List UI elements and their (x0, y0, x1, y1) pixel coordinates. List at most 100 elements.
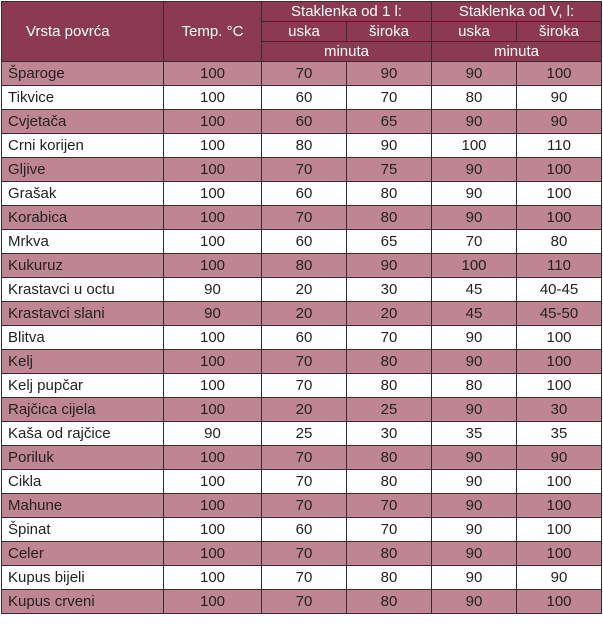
cell-jar1-narrow: 60 (261, 517, 347, 542)
table-row: Krastavci u octu 90 20 30 45 40-45 (1, 277, 603, 302)
cell-temperature: 100 (163, 517, 262, 542)
cell-jar1-narrow: 80 (261, 133, 347, 158)
cell-jar2-narrow: 90 (431, 181, 517, 206)
table-row: Rajčica cijela 100 20 25 90 30 (1, 397, 603, 422)
cell-jar2-wide: 90 (515, 85, 603, 110)
cell-temperature: 100 (163, 373, 262, 398)
table-row: Šparoge 100 70 90 90 100 (1, 61, 603, 86)
cell-jar2-narrow: 90 (431, 205, 517, 230)
cell-vegetable: Kelj (1, 349, 164, 374)
cell-temperature: 100 (163, 541, 262, 566)
cell-vegetable: Šparoge (1, 61, 164, 86)
cell-jar1-wide: 70 (346, 85, 432, 110)
cell-temperature: 100 (163, 133, 262, 158)
cell-jar1-wide: 70 (346, 517, 432, 542)
table-row: Cvjetača 100 60 65 90 90 (1, 109, 603, 134)
cell-jar2-wide: 100 (515, 589, 603, 614)
cell-jar2-wide: 45-50 (515, 301, 603, 326)
cell-jar2-narrow: 35 (431, 421, 517, 446)
cell-jar2-narrow: 90 (431, 109, 517, 134)
header-jar-v-l: Staklenka od V, l: (430, 1, 603, 22)
cell-vegetable: Crni korijen (1, 133, 164, 158)
table-row: Mahune 100 70 70 90 100 (1, 493, 603, 518)
header-jar1-wide: široka (346, 21, 432, 42)
table-row: Poriluk 100 70 80 90 90 (1, 445, 603, 470)
cell-jar2-narrow: 100 (431, 253, 517, 278)
cell-temperature: 100 (163, 589, 262, 614)
cell-jar2-wide: 90 (515, 109, 603, 134)
cell-jar1-narrow: 60 (261, 181, 347, 206)
cell-temperature: 100 (163, 349, 262, 374)
cell-jar2-wide: 100 (515, 349, 603, 374)
table-row: Grašak 100 60 80 90 100 (1, 181, 603, 206)
cell-temperature: 90 (163, 277, 262, 302)
cell-vegetable: Kukuruz (1, 253, 164, 278)
cell-temperature: 100 (163, 109, 262, 134)
table-row: Kupus crveni 100 70 80 90 100 (1, 589, 603, 614)
cell-vegetable: Celer (1, 541, 164, 566)
cell-jar1-wide: 90 (346, 133, 432, 158)
cell-jar1-wide: 80 (346, 349, 432, 374)
table-row: Špinat 100 60 70 90 100 (1, 517, 603, 542)
cell-jar1-narrow: 20 (261, 301, 347, 326)
cell-jar1-narrow: 70 (261, 493, 347, 518)
cell-vegetable: Kupus crveni (1, 589, 164, 614)
cell-vegetable: Špinat (1, 517, 164, 542)
cell-temperature: 100 (163, 157, 262, 182)
cell-temperature: 100 (163, 181, 262, 206)
cell-jar1-narrow: 60 (261, 325, 347, 350)
cell-jar2-narrow: 90 (431, 493, 517, 518)
cell-jar1-narrow: 70 (261, 349, 347, 374)
cell-jar2-narrow: 45 (431, 301, 517, 326)
cell-jar2-narrow: 90 (431, 349, 517, 374)
cell-jar1-wide: 90 (346, 253, 432, 278)
cell-jar1-narrow: 70 (261, 541, 347, 566)
cell-jar2-narrow: 70 (431, 229, 517, 254)
cell-jar2-wide: 40-45 (515, 277, 603, 302)
cell-jar1-narrow: 70 (261, 469, 347, 494)
cell-jar2-narrow: 80 (431, 373, 517, 398)
cell-jar1-narrow: 60 (261, 85, 347, 110)
cell-jar2-narrow: 100 (431, 133, 517, 158)
cell-temperature: 100 (163, 253, 262, 278)
cell-jar1-wide: 80 (346, 445, 432, 470)
cell-jar1-wide: 80 (346, 541, 432, 566)
cell-jar1-wide: 80 (346, 181, 432, 206)
cell-jar2-wide: 110 (515, 253, 603, 278)
header-jar1-unit: minuta (261, 41, 432, 62)
table-row: Kelj pupčar 100 70 80 80 100 (1, 373, 603, 398)
cell-jar1-wide: 65 (346, 229, 432, 254)
table-row: Gljive 100 70 75 90 100 (1, 157, 603, 182)
table-row: Cikla 100 70 80 90 100 (1, 469, 603, 494)
header-jar-1l: Staklenka od 1 l: (261, 1, 432, 22)
cell-temperature: 100 (163, 565, 262, 590)
cell-vegetable: Mahune (1, 493, 164, 518)
cell-jar2-narrow: 90 (431, 157, 517, 182)
cell-vegetable: Cvjetača (1, 109, 164, 134)
cell-jar2-narrow: 90 (431, 325, 517, 350)
cell-jar2-wide: 100 (515, 517, 603, 542)
header-jar2-unit: minuta (430, 41, 603, 62)
cell-jar2-wide: 35 (515, 421, 603, 446)
cell-vegetable: Mrkva (1, 229, 164, 254)
cell-jar2-narrow: 80 (431, 85, 517, 110)
cell-jar1-narrow: 80 (261, 253, 347, 278)
cell-jar1-wide: 80 (346, 205, 432, 230)
cell-vegetable: Poriluk (1, 445, 164, 470)
cell-jar1-narrow: 70 (261, 61, 347, 86)
table-row: Krastavci slani 90 20 20 45 45-50 (1, 301, 603, 326)
cell-temperature: 90 (163, 301, 262, 326)
cell-jar2-wide: 100 (515, 157, 603, 182)
cell-temperature: 100 (163, 397, 262, 422)
cell-jar2-wide: 90 (515, 565, 603, 590)
cell-jar1-wide: 80 (346, 565, 432, 590)
cell-vegetable: Blitva (1, 325, 164, 350)
header-temperature: Temp. °C (163, 1, 262, 62)
cell-jar2-wide: 100 (515, 61, 603, 86)
cell-temperature: 100 (163, 493, 262, 518)
cell-jar1-wide: 80 (346, 589, 432, 614)
cell-jar2-narrow: 90 (431, 541, 517, 566)
cell-jar1-wide: 90 (346, 61, 432, 86)
